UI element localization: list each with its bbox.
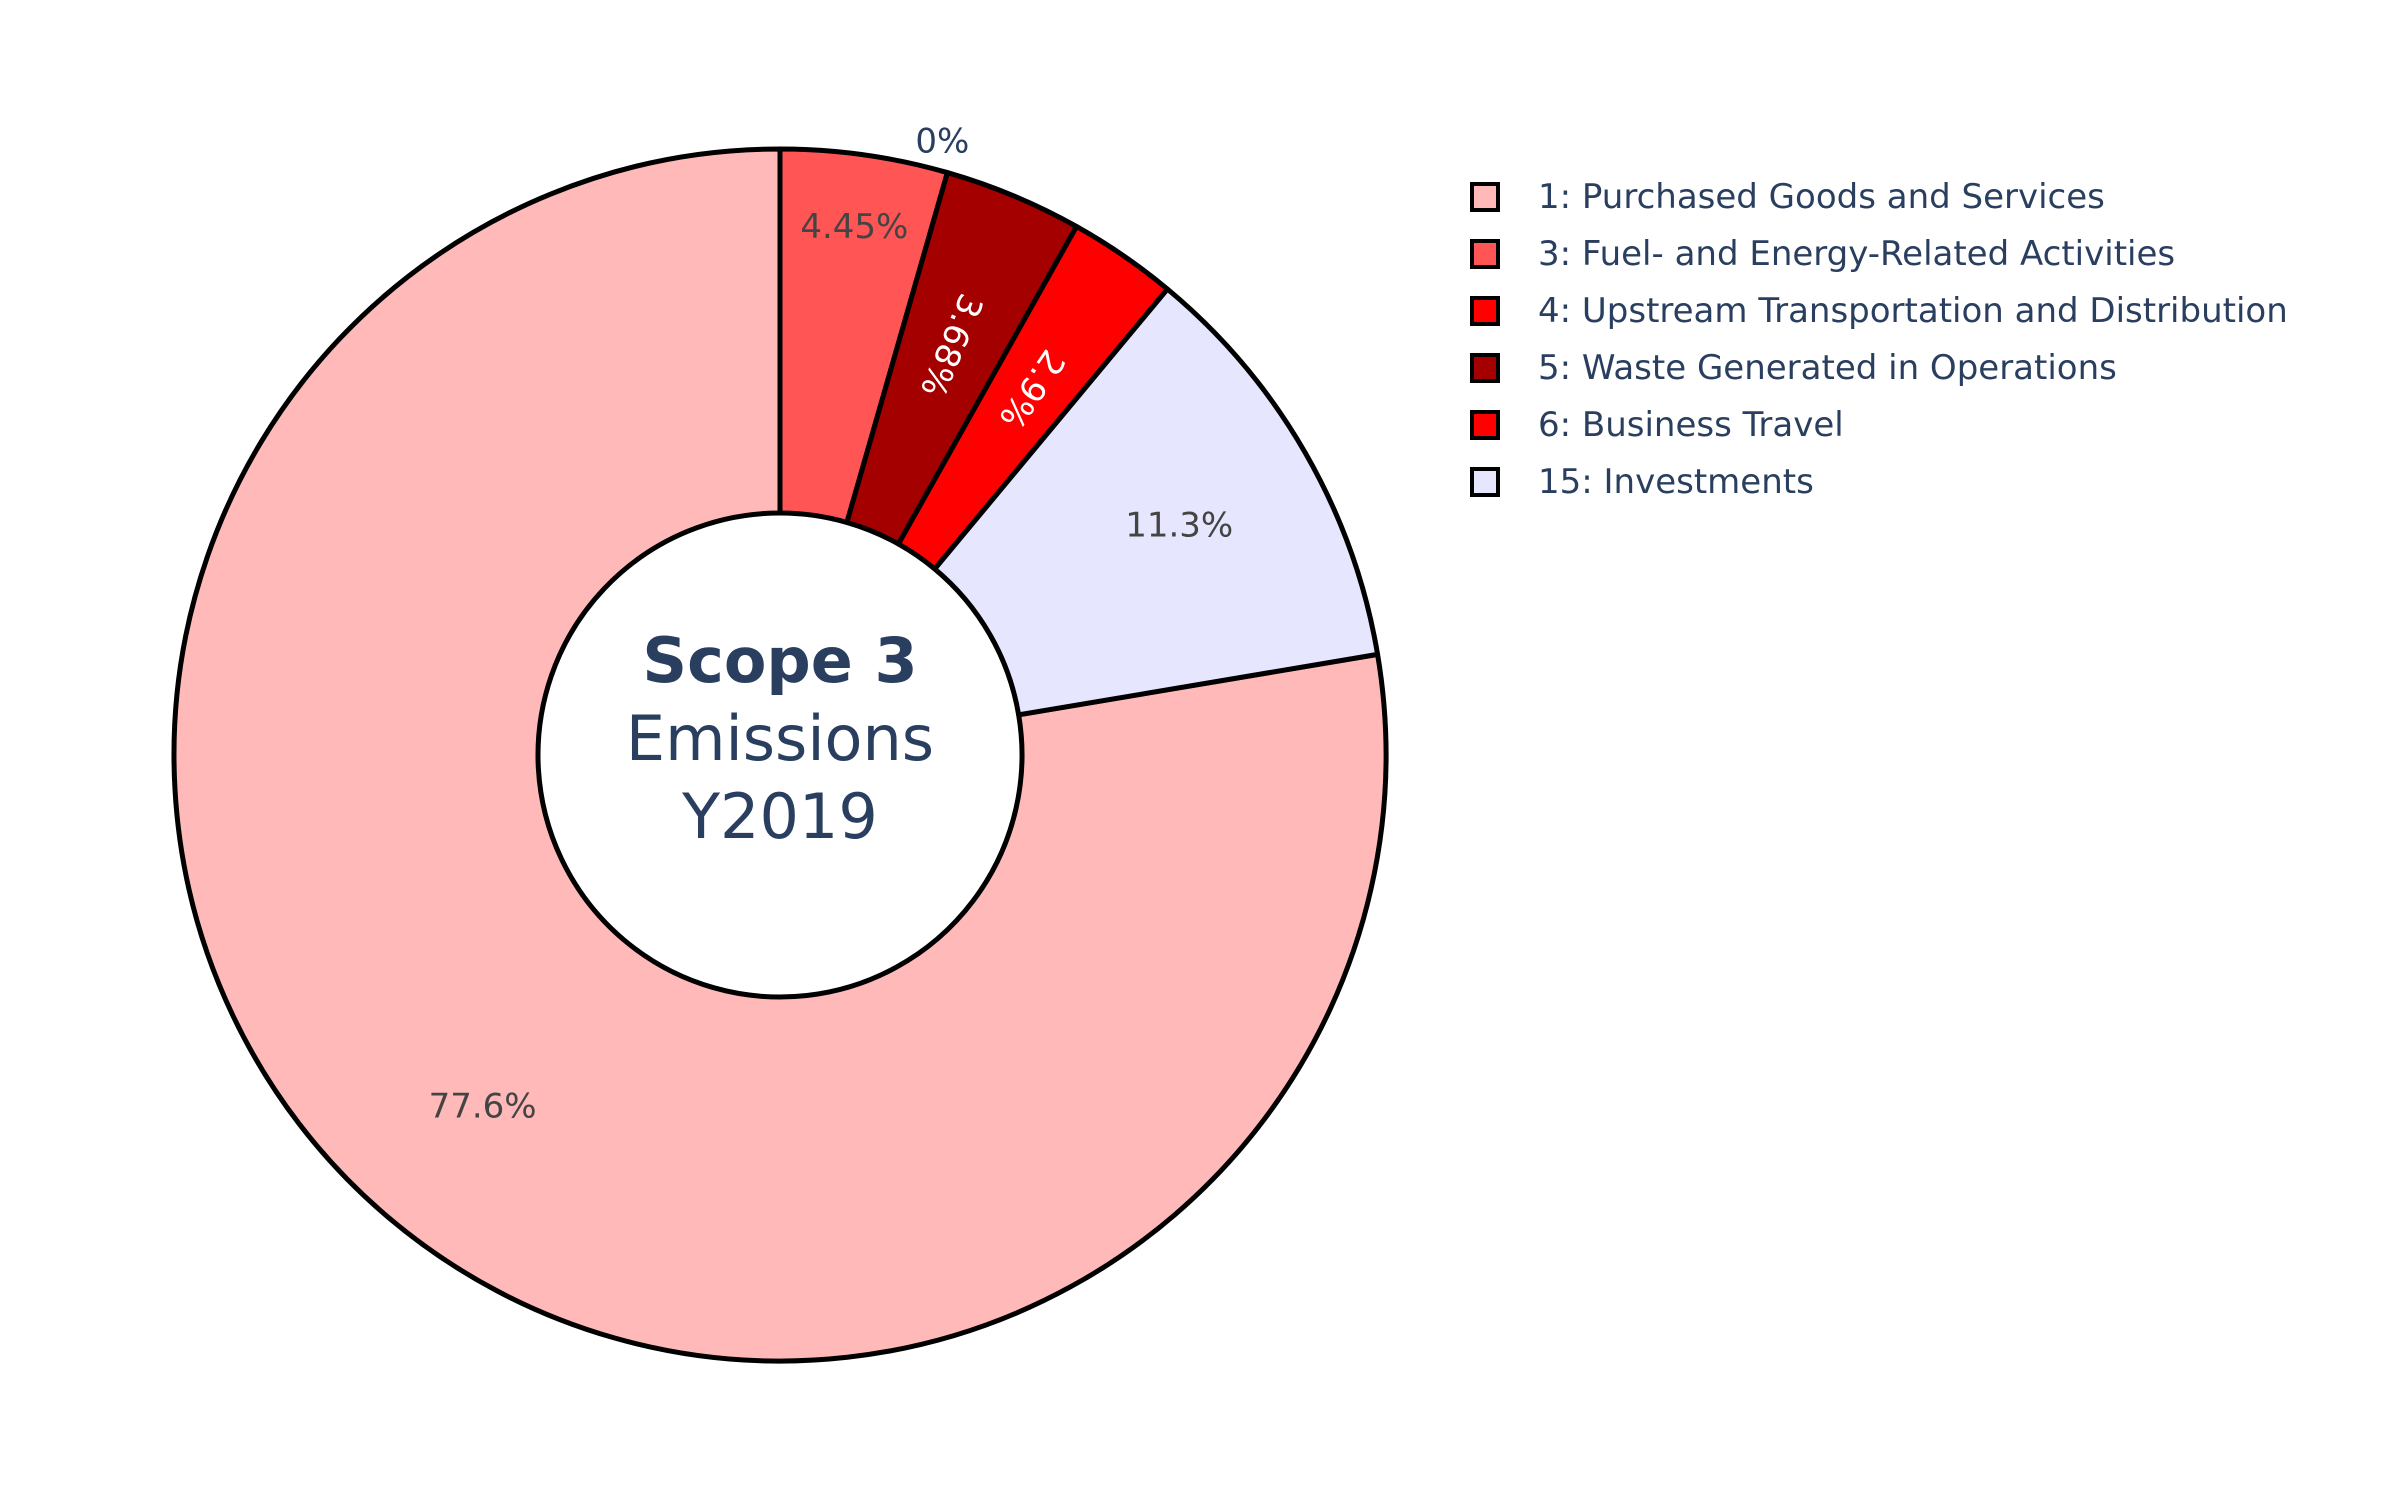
legend-swatch [1470, 181, 1500, 212]
legend-swatch [1470, 466, 1500, 497]
slice-label-1-purchased-goods-and-services: 77.6% [429, 1087, 537, 1127]
slice-15-investments[interactable] [932, 286, 1381, 718]
legend-label: 3: Fuel- and Energy-Related Activities [1538, 233, 2176, 274]
legend-label: 5: Waste Generated in Operations [1538, 347, 2117, 388]
center-subtitle-1: Emissions [626, 702, 934, 775]
center-subtitle-2: Y2019 [681, 780, 878, 853]
slice-label-3-fuel-and-energy-related-activities: 4.45% [800, 207, 908, 247]
chart-legend: 1: Purchased Goods and Services 3: Fuel- … [1470, 168, 2370, 510]
legend-swatch [1470, 409, 1500, 440]
legend-swatch [1470, 295, 1500, 326]
slice-1-purchased-goods-and-services[interactable] [171, 146, 1389, 1364]
legend-label: 15: Investments [1538, 461, 1814, 502]
legend-item-1-purchased-goods-and-services[interactable]: 1: Purchased Goods and Services [1470, 168, 2370, 225]
legend-label: 4: Upstream Transportation and Distribut… [1538, 290, 2288, 331]
legend-label: 1: Purchased Goods and Services [1538, 176, 2105, 217]
legend-item-4-upstream-transportation-and-distribution[interactable]: 4: Upstream Transportation and Distribut… [1470, 282, 2370, 339]
legend-item-15-investments[interactable]: 15: Investments [1470, 453, 2370, 510]
legend-swatch [1470, 352, 1500, 383]
legend-swatch [1470, 238, 1500, 269]
legend-label: 6: Business Travel [1538, 404, 1844, 445]
slice-label-15-investments: 11.3% [1125, 505, 1233, 545]
legend-item-3-fuel-and-energy-related-activities[interactable]: 3: Fuel- and Energy-Related Activities [1470, 225, 2370, 282]
legend-item-6-business-travel[interactable]: 6: Business Travel [1470, 396, 2370, 453]
slice-label-4-upstream-transportation-and-distribution: 0% [915, 121, 969, 161]
slice-3-fuel-and-energy-related-activities[interactable] [777, 146, 950, 525]
center-title: Scope 3 [642, 624, 917, 697]
legend-item-5-waste-generated-in-operations[interactable]: 5: Waste Generated in Operations [1470, 339, 2370, 396]
